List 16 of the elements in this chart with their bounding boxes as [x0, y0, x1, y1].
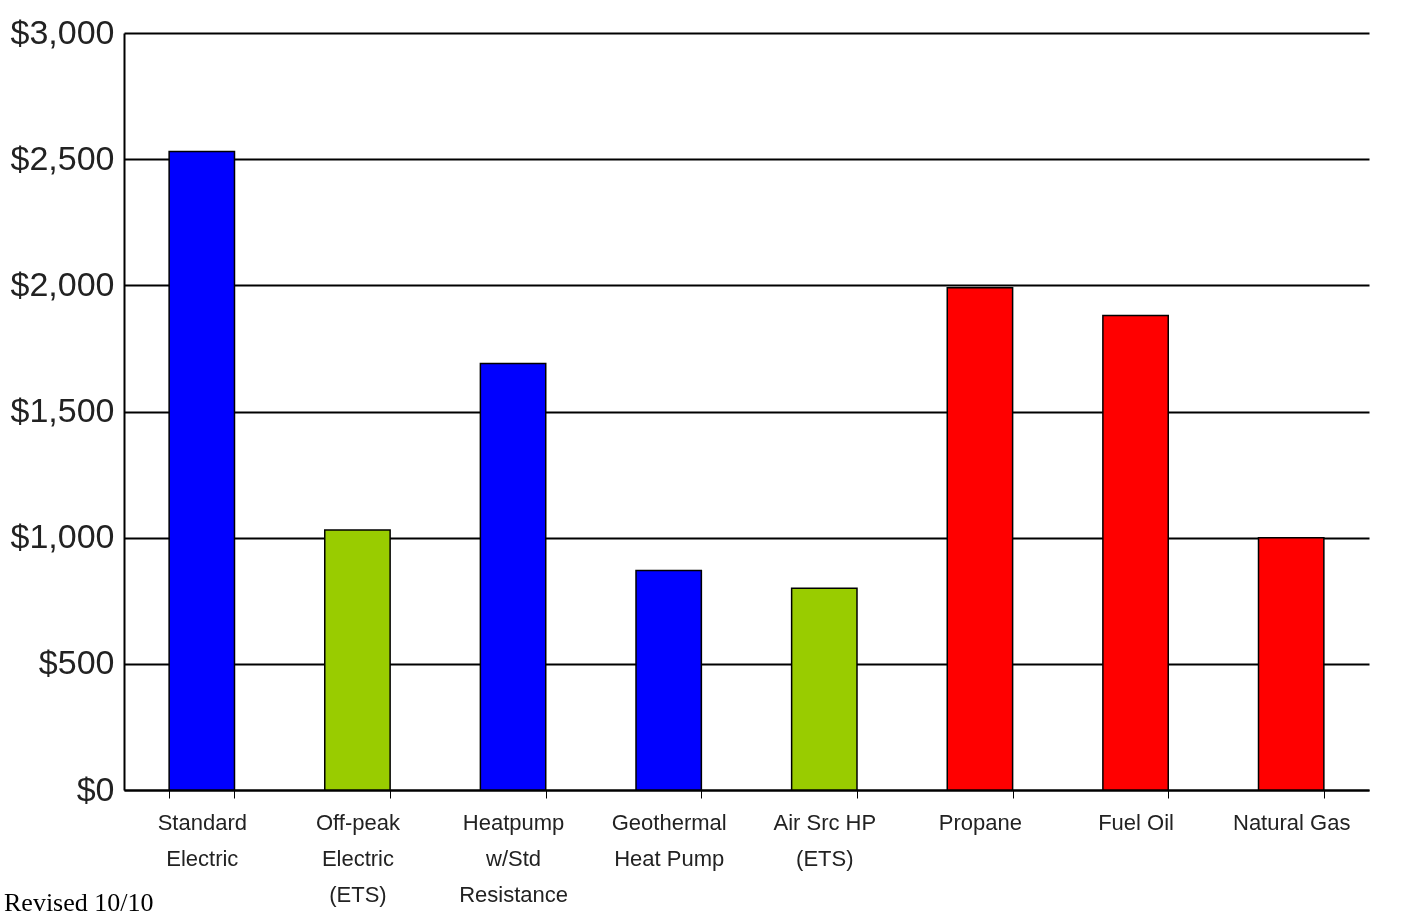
x-tick-label: Geothermal Heat Pump: [611, 809, 727, 871]
y-tick-label: $0: [76, 769, 115, 808]
x-tick-label: Propane: [938, 809, 1023, 835]
x-tick-label: Off-peak Electric (ETS): [315, 809, 401, 907]
text: Revised 10/10: [4, 888, 154, 918]
x-tick-label: Fuel Oil: [1098, 809, 1174, 835]
y-tick-label: $3,000: [10, 12, 115, 51]
y-tick-label: $1,500: [10, 391, 115, 429]
y-tick-label: $1,000: [10, 517, 115, 556]
y-tick-label: $2,000: [10, 264, 115, 303]
x-tick-label: Natural Gas: [1232, 809, 1351, 835]
x-tick-label: Standard Electric: [157, 809, 247, 871]
y-tick-label: $2,500: [10, 138, 115, 177]
x-tick-label: Heatpump w/Std Resistance: [459, 809, 568, 907]
y-tick-label: $500: [38, 643, 115, 682]
x-tick-label: Air Src HP (ETS): [773, 809, 877, 871]
